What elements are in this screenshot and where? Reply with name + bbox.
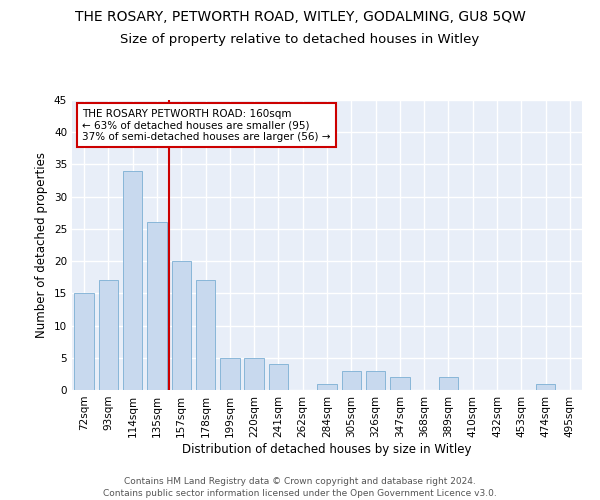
Text: THE ROSARY, PETWORTH ROAD, WITLEY, GODALMING, GU8 5QW: THE ROSARY, PETWORTH ROAD, WITLEY, GODAL… <box>74 10 526 24</box>
Bar <box>123 171 142 390</box>
Bar <box>390 377 410 390</box>
Bar <box>99 280 118 390</box>
Text: Contains public sector information licensed under the Open Government Licence v3: Contains public sector information licen… <box>103 489 497 498</box>
Y-axis label: Number of detached properties: Number of detached properties <box>35 152 49 338</box>
Text: Distribution of detached houses by size in Witley: Distribution of detached houses by size … <box>182 442 472 456</box>
Bar <box>366 370 385 390</box>
Bar <box>341 370 361 390</box>
Bar <box>536 384 555 390</box>
Bar <box>439 377 458 390</box>
Bar <box>147 222 167 390</box>
Bar <box>74 294 94 390</box>
Bar <box>317 384 337 390</box>
Text: THE ROSARY PETWORTH ROAD: 160sqm
← 63% of detached houses are smaller (95)
37% o: THE ROSARY PETWORTH ROAD: 160sqm ← 63% o… <box>82 108 331 142</box>
Bar <box>269 364 288 390</box>
Bar <box>196 280 215 390</box>
Bar <box>172 261 191 390</box>
Text: Size of property relative to detached houses in Witley: Size of property relative to detached ho… <box>121 32 479 46</box>
Bar <box>220 358 239 390</box>
Text: Contains HM Land Registry data © Crown copyright and database right 2024.: Contains HM Land Registry data © Crown c… <box>124 478 476 486</box>
Bar <box>244 358 264 390</box>
